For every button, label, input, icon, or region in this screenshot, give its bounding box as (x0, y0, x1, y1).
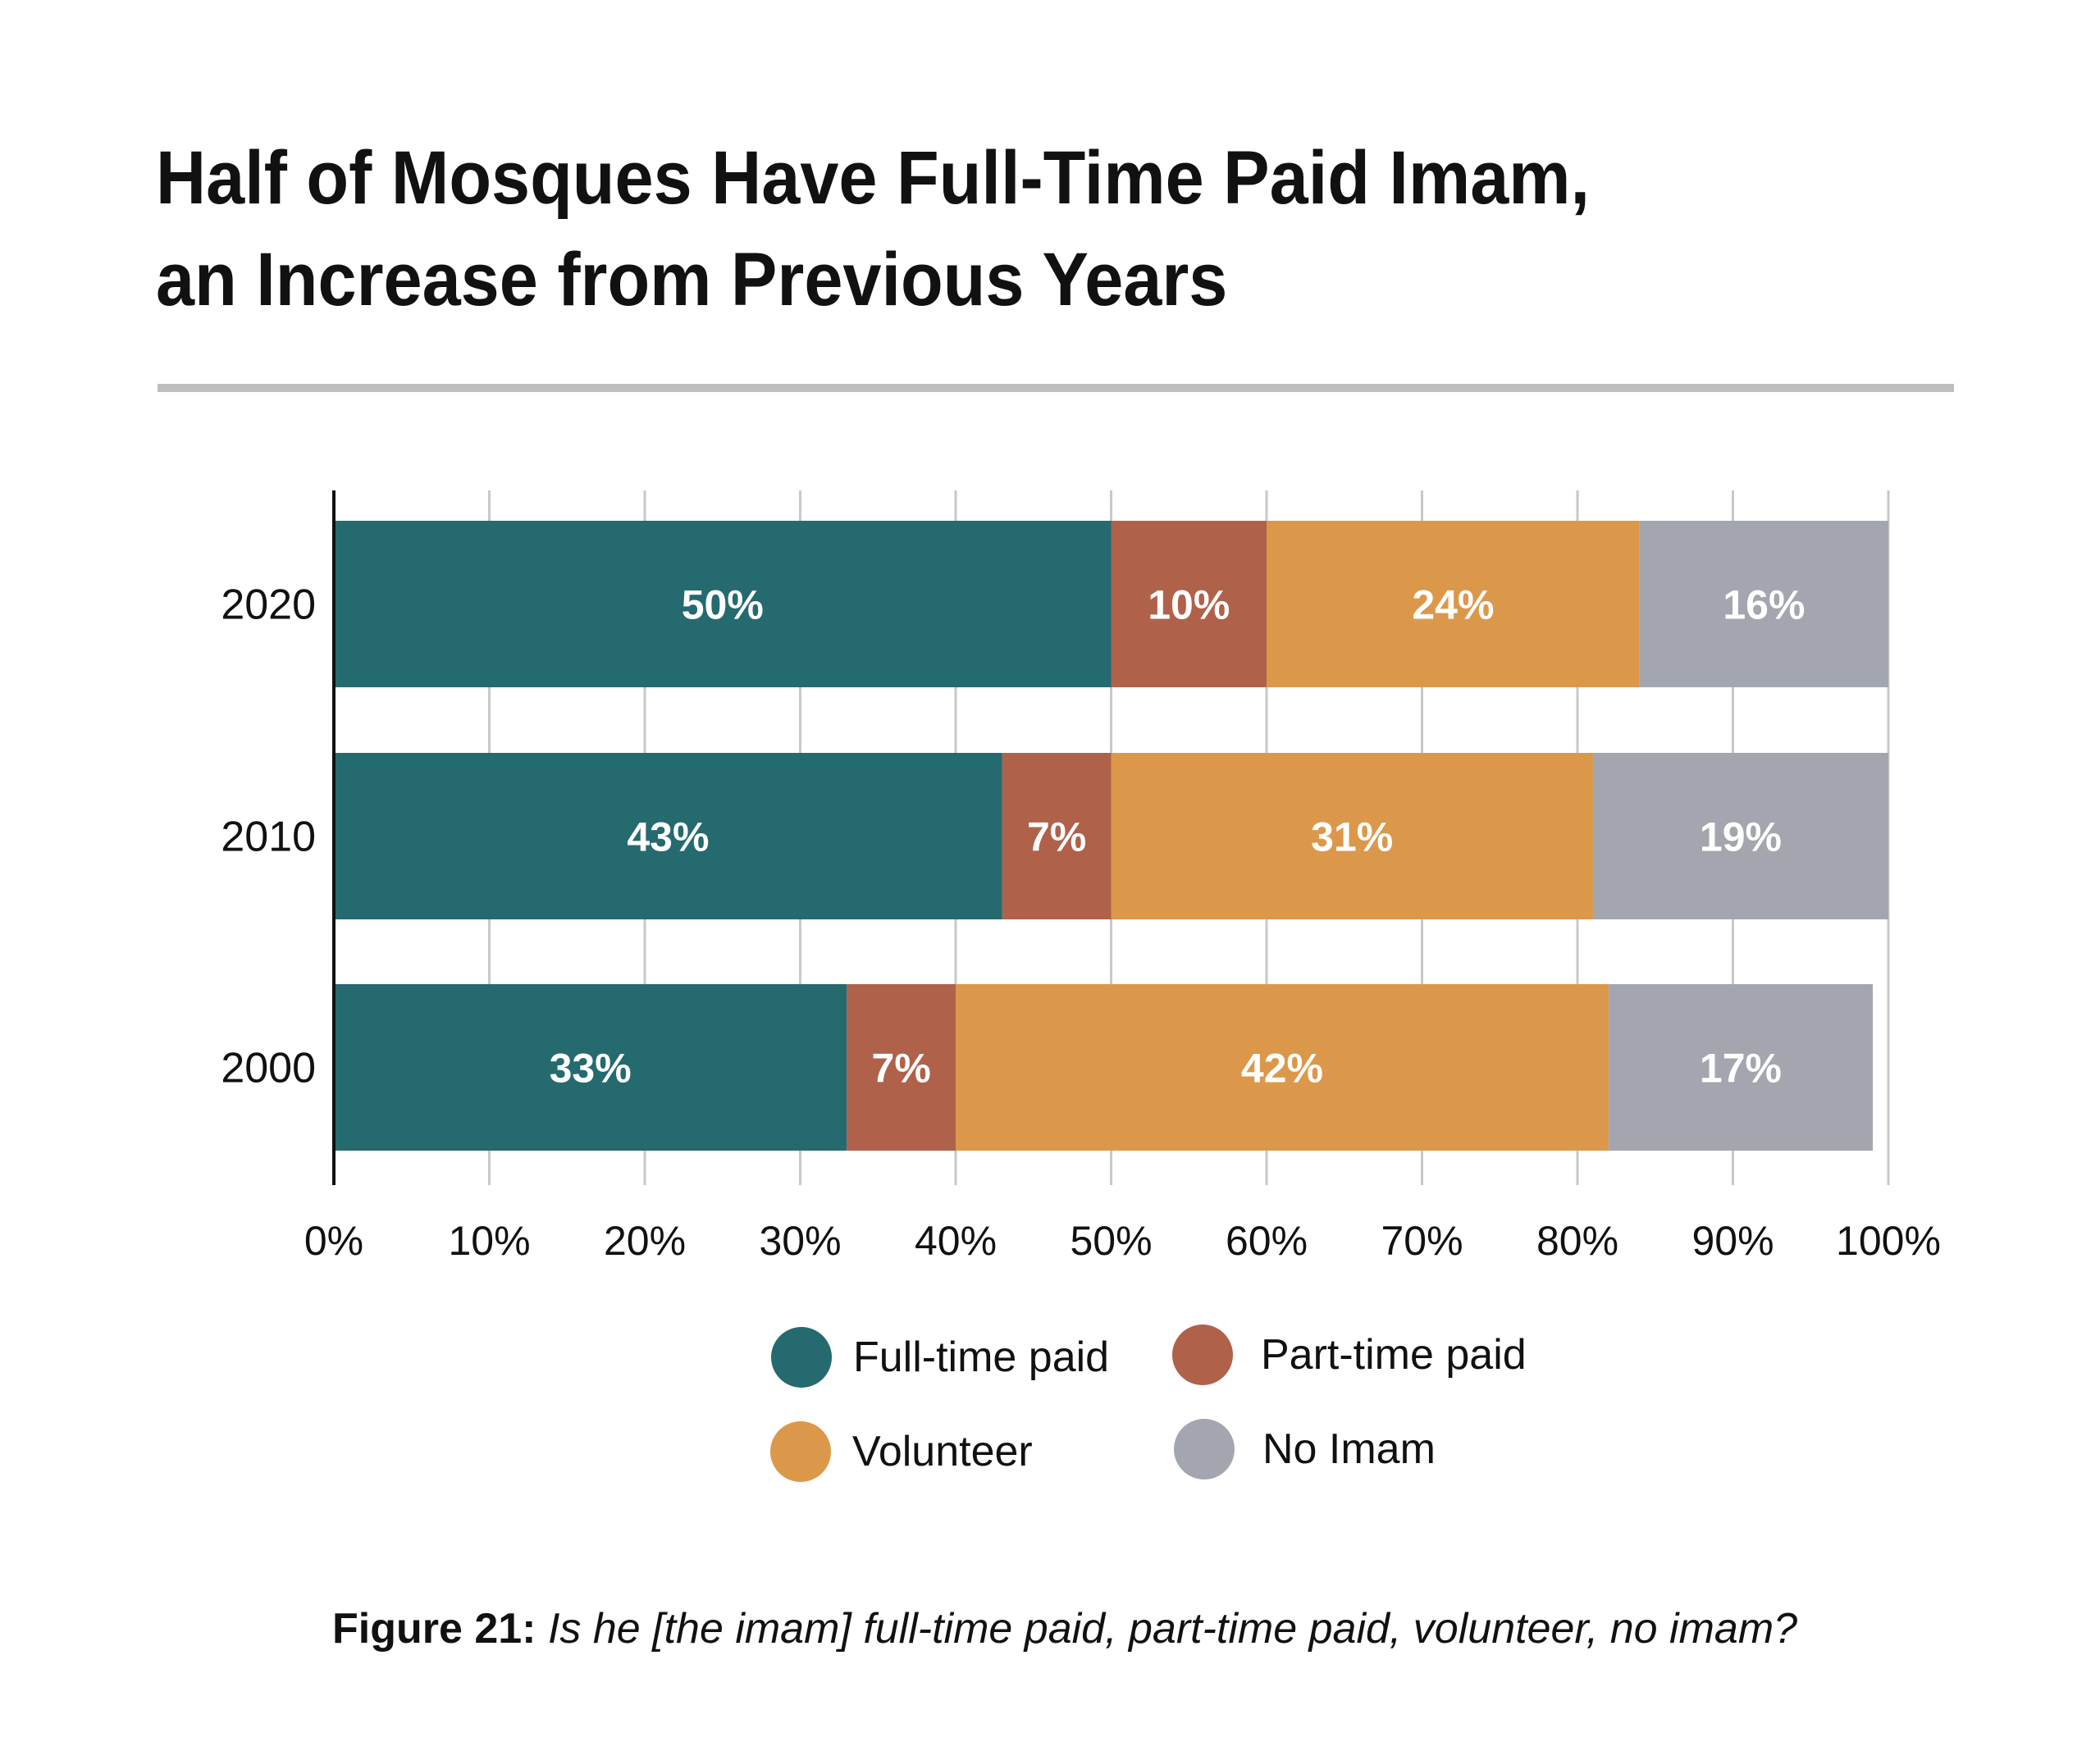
y-axis-labels: 2020 2010 2000 (221, 581, 316, 1092)
legend-swatch-part-time-paid (1172, 1325, 1233, 1385)
data-label: 43% (627, 814, 709, 860)
x-tick-label: 70% (1381, 1218, 1463, 1264)
y-tick-label: 2020 (221, 581, 316, 629)
bars: 50% 10% 24% 16% 43% 7% 31% 19% 33% 7% 42% 17% (334, 521, 1888, 1151)
legend-label: Full-time paid (853, 1334, 1110, 1381)
data-label: 24% (1412, 582, 1494, 628)
data-label: 50% (682, 582, 764, 628)
legend-label: Part-time paid (1261, 1331, 1527, 1379)
x-tick-label: 20% (604, 1218, 686, 1264)
x-tick-label: 60% (1226, 1218, 1308, 1264)
legend-label: Volunteer (852, 1428, 1033, 1475)
bar-segment-no-imam-2010 (1592, 753, 1888, 919)
data-label: 16% (1723, 582, 1805, 628)
title-divider (158, 384, 1954, 392)
bar-segment-part-time-paid-2000 (847, 984, 956, 1151)
legend-item-no-imam: No Imam (1174, 1419, 1436, 1480)
legend-item-volunteer: Volunteer (770, 1421, 1033, 1482)
data-label: 17% (1700, 1046, 1782, 1092)
data-label: 7% (872, 1046, 931, 1092)
x-tick-label: 40% (915, 1218, 997, 1264)
x-tick-label: 10% (448, 1218, 530, 1264)
bar-segment-volunteer-2010 (1111, 753, 1593, 919)
legend-label: No Imam (1262, 1425, 1436, 1473)
x-tick-label: 100% (1836, 1218, 1941, 1264)
bar-segment-no-imam-2020 (1639, 521, 1888, 687)
x-axis-tick-labels: 0% 10% 20% 30% 40% 50% 60% 70% 80% 90% 100% (304, 1218, 1941, 1264)
legend-item-full-time-paid: Full-time paid (771, 1327, 1109, 1388)
chart-title-line-2: an Increase from Previous Years (156, 238, 1228, 321)
data-label: 19% (1700, 814, 1782, 860)
bar-segment-full-time-paid-2000 (334, 984, 847, 1151)
legend-swatch-no-imam (1174, 1419, 1235, 1480)
data-label: 10% (1148, 582, 1230, 628)
bar-segment-part-time-paid-2020 (1111, 521, 1267, 687)
legend-swatch-volunteer (770, 1421, 831, 1482)
data-label: 7% (1027, 814, 1086, 860)
bar-segment-no-imam-2000 (1608, 984, 1874, 1151)
stacked-bar-chart: 50% 10% 24% 16%43% 7% 31% 19%33% 7% 42% 17% 20202… (221, 490, 1941, 1264)
bar-segment-volunteer-2020 (1267, 521, 1640, 687)
x-tick-label: 0% (304, 1218, 363, 1264)
chart-title: Half of Mosques Have Full-Time Paid Imam… (156, 127, 1854, 331)
legend-swatch-full-time-paid (771, 1327, 832, 1388)
figure-caption: Figure 21: Is he [the imam] full-time pa… (332, 1603, 1989, 1654)
figure-question: Is he [the imam] full-time paid, part-ti… (547, 1605, 1798, 1653)
x-tick-label: 90% (1691, 1218, 1774, 1264)
figure-label: Figure 21: (332, 1605, 536, 1653)
x-tick-label: 80% (1536, 1218, 1618, 1264)
bar-segment-volunteer-2000 (956, 984, 1609, 1151)
y-tick-label: 2000 (221, 1045, 316, 1092)
legend-item-part-time-paid: Part-time paid (1172, 1325, 1527, 1385)
data-label: 33% (550, 1046, 632, 1092)
chart-title-line-1: Half of Mosques Have Full-Time Paid Imam… (156, 136, 1591, 220)
bar-segment-part-time-paid-2010 (1002, 753, 1112, 919)
bar-segment-full-time-paid-2020 (334, 521, 1112, 687)
bar-segment-full-time-paid-2010 (334, 753, 1002, 919)
y-tick-label: 2010 (221, 814, 316, 861)
x-tick-label: 30% (759, 1218, 841, 1264)
data-label: 42% (1241, 1046, 1323, 1092)
data-label: 31% (1311, 814, 1393, 860)
x-tick-label: 50% (1070, 1218, 1152, 1264)
